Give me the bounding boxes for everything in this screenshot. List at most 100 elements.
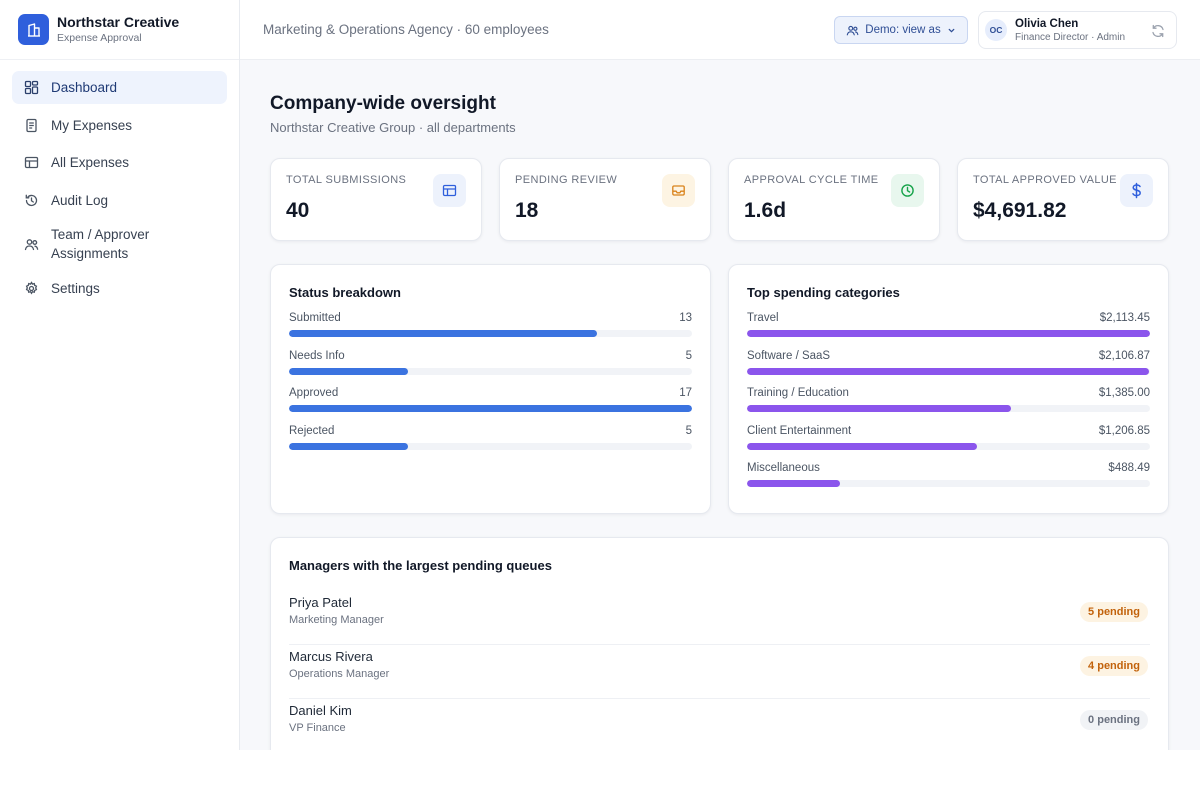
bar-header: Client Entertainment $1,206.85 bbox=[747, 424, 1150, 438]
bar-fill bbox=[289, 330, 598, 337]
stat-value: 1.6d bbox=[744, 199, 787, 222]
refresh-icon[interactable] bbox=[1150, 23, 1166, 39]
topbar: Marketing & Operations Agency · 60 emplo… bbox=[240, 0, 1200, 60]
manager-row[interactable]: Priya Patel Marketing Manager 5 pending bbox=[289, 591, 1150, 645]
pending-badge: 0 pending bbox=[1080, 710, 1148, 730]
manager-title: VP Finance bbox=[289, 722, 346, 734]
stat-card-pending-review: PENDING REVIEW 18 bbox=[499, 158, 711, 241]
bar-row: Training / Education $1,385.00 bbox=[747, 386, 1150, 424]
category-bar-list: Travel $2,113.45 Software / SaaS $2,106.87 T… bbox=[747, 311, 1150, 499]
breakdown-panels: Status breakdown Submitted 13 Needs Info 5 A… bbox=[270, 264, 1170, 514]
user-role: Finance Director · Admin bbox=[1015, 31, 1126, 43]
demo-view-as-button[interactable]: Demo: view as bbox=[834, 16, 968, 44]
sidebar-item-my-expenses[interactable]: My Expenses bbox=[12, 109, 227, 142]
bar-fill bbox=[747, 330, 1150, 337]
bar-label: Approved bbox=[289, 387, 339, 399]
bar-label: Miscellaneous bbox=[747, 462, 820, 474]
bar-label: Rejected bbox=[289, 424, 335, 437]
bar-row: Software / SaaS $2,106.87 bbox=[747, 349, 1150, 387]
stat-value: 18 bbox=[515, 199, 539, 222]
bar-row: Approved 17 bbox=[289, 386, 692, 424]
stat-card-total-approved-value: TOTAL APPROVED VALUE $4,691.82 bbox=[957, 158, 1169, 241]
bar-fill bbox=[747, 480, 841, 487]
stat-value: 40 bbox=[286, 199, 310, 222]
manager-row[interactable]: Marcus Rivera Operations Manager 4 pending bbox=[289, 645, 1150, 699]
sidebar-item-label: Audit Log bbox=[51, 192, 109, 208]
stat-value: $4,691.82 bbox=[973, 199, 1067, 222]
demo-view-as-label: Demo: view as bbox=[865, 24, 941, 36]
sidebar-item-label: Settings bbox=[51, 281, 100, 296]
pending-badge: 4 pending bbox=[1080, 656, 1148, 676]
bar-fill bbox=[747, 405, 1012, 412]
status-breakdown-panel: Status breakdown Submitted 13 Needs Info 5 A… bbox=[270, 264, 711, 514]
building-icon bbox=[18, 14, 49, 45]
bar-value: $2,106.87 bbox=[1098, 349, 1150, 362]
bar-track bbox=[747, 405, 1150, 412]
manager-name: Marcus Rivera bbox=[289, 649, 373, 664]
stat-cards: TOTAL SUBMISSIONS 40 PENDING REVIEW 18 A… bbox=[270, 158, 1170, 241]
team-icon bbox=[23, 236, 39, 252]
dollar-icon bbox=[1120, 174, 1153, 207]
bar-header: Miscellaneous $488.49 bbox=[747, 461, 1150, 475]
top-categories-panel: Top spending categories Travel $2,113.45 S… bbox=[728, 264, 1169, 514]
bar-track bbox=[747, 442, 1150, 450]
sidebar-item-team-assignments[interactable]: Team / Approver Assignments bbox=[12, 221, 227, 267]
bar-fill bbox=[747, 442, 978, 450]
receipt-icon bbox=[23, 117, 39, 133]
status-bar-list: Submitted 13 Needs Info 5 Approved 17 Rejected… bbox=[289, 311, 692, 461]
bar-label: Client Entertainment bbox=[747, 424, 852, 437]
dashboard-content: Company-wide oversight Northstar Creativ… bbox=[240, 93, 1200, 750]
stat-label: PENDING REVIEW bbox=[515, 174, 618, 186]
bar-row: Needs Info 5 bbox=[289, 349, 692, 387]
sidebar-item-dashboard[interactable]: Dashboard bbox=[12, 71, 227, 104]
sidebar-item-all-expenses[interactable]: All Expenses bbox=[12, 146, 227, 179]
bar-value: $1,385.00 bbox=[1098, 387, 1150, 399]
manager-title: Operations Manager bbox=[289, 668, 390, 680]
bar-label: Software / SaaS bbox=[747, 349, 831, 362]
bar-value: 5 bbox=[685, 349, 692, 362]
managers-panel: Managers with the largest pending queues… bbox=[270, 537, 1169, 750]
bar-track bbox=[289, 330, 692, 337]
bar-track bbox=[289, 442, 692, 450]
manager-row[interactable]: Daniel Kim VP Finance 0 pending bbox=[289, 699, 1150, 750]
bar-header: Submitted 13 bbox=[289, 311, 692, 325]
user-menu[interactable]: OC Olivia Chen Finance Director · Admin bbox=[978, 11, 1177, 49]
bar-value: $488.49 bbox=[1108, 462, 1150, 474]
sidebar-item-settings[interactable]: Settings bbox=[12, 272, 227, 305]
bar-label: Travel bbox=[747, 312, 779, 324]
stat-label: TOTAL SUBMISSIONS bbox=[286, 174, 407, 186]
bar-header: Software / SaaS $2,106.87 bbox=[747, 349, 1150, 363]
sidebar-item-audit-log[interactable]: Audit Log bbox=[12, 184, 227, 217]
sidebar-item-label: All Expenses bbox=[51, 155, 130, 170]
manager-name: Daniel Kim bbox=[289, 703, 352, 718]
bar-value: $2,113.45 bbox=[1099, 312, 1150, 324]
manager-list: Priya Patel Marketing Manager 5 pending Mar… bbox=[289, 591, 1150, 750]
bar-row: Client Entertainment $1,206.85 bbox=[747, 424, 1150, 462]
bar-fill bbox=[289, 442, 408, 450]
stat-label: APPROVAL CYCLE TIME bbox=[744, 174, 879, 186]
dashboard-icon bbox=[23, 80, 39, 96]
table-icon bbox=[433, 174, 466, 207]
bar-label: Needs Info bbox=[289, 349, 345, 362]
history-icon bbox=[23, 192, 39, 208]
bar-row: Travel $2,113.45 bbox=[747, 311, 1150, 349]
panel-title: Status breakdown bbox=[289, 285, 401, 300]
sidebar-item-label: Dashboard bbox=[51, 80, 118, 95]
bar-value: $1,206.85 bbox=[1098, 424, 1150, 437]
bar-fill bbox=[289, 367, 408, 375]
sidebar-item-label: My Expenses bbox=[51, 117, 133, 133]
chevron-down-icon bbox=[948, 28, 955, 33]
stat-label: TOTAL APPROVED VALUE bbox=[973, 174, 1117, 186]
stat-card-total-submissions: TOTAL SUBMISSIONS 40 bbox=[270, 158, 482, 241]
user-name: Olivia Chen bbox=[1015, 17, 1079, 30]
bar-row: Rejected 5 bbox=[289, 424, 692, 462]
bar-value: 17 bbox=[679, 387, 692, 399]
inbox-icon bbox=[662, 174, 695, 207]
bar-fill bbox=[747, 367, 1149, 375]
bar-label: Submitted bbox=[289, 312, 341, 324]
manager-title: Marketing Manager bbox=[289, 614, 384, 626]
pending-badge: 5 pending bbox=[1080, 602, 1148, 622]
bar-track bbox=[289, 367, 692, 375]
bar-track bbox=[747, 480, 1150, 487]
sidebar-item-label: Team / Approver Assignments bbox=[51, 227, 150, 261]
